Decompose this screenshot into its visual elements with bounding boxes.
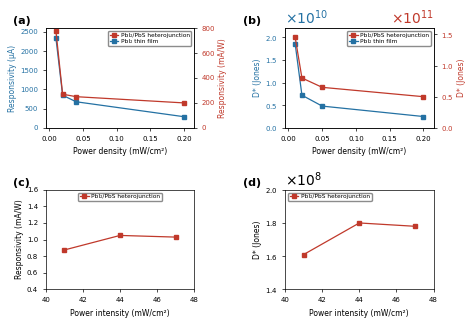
Y-axis label: D* (Jones): D* (Jones) (253, 59, 262, 97)
PbI₂/PbS heterojunction (117, 233, 123, 237)
PbI₂ thin film (420, 114, 426, 118)
Y-axis label: D* (Jones): D* (Jones) (456, 59, 465, 97)
PbI₂/PbS heterojunction (181, 101, 187, 105)
Line: PbI₂ thin film: PbI₂ thin film (293, 41, 426, 119)
PbI₂/PbS heterojunction (319, 85, 325, 89)
PbI₂ thin film (53, 36, 59, 40)
PbI₂/PbS heterojunction (60, 92, 65, 96)
Text: (c): (c) (13, 178, 30, 188)
Legend: PbI₂/PbS heterojunction: PbI₂/PbS heterojunction (78, 193, 162, 201)
PbI₂ thin film (60, 93, 65, 97)
PbI₂ thin film (319, 104, 325, 108)
Line: PbI₂ thin film: PbI₂ thin film (54, 35, 187, 119)
PbI₂ thin film (73, 100, 79, 104)
PbI₂/PbS heterojunction (412, 224, 418, 228)
Text: (b): (b) (244, 16, 262, 26)
PbI₂/PbS heterojunction (292, 36, 298, 39)
PbI₂/PbS heterojunction (53, 29, 59, 33)
Line: PbI₂/PbS heterojunction: PbI₂/PbS heterojunction (301, 220, 418, 257)
X-axis label: Power density (mW/cm²): Power density (mW/cm²) (312, 147, 406, 156)
Y-axis label: D* (Jones): D* (Jones) (253, 220, 262, 259)
PbI₂/PbS heterojunction (301, 253, 307, 257)
PbI₂ thin film (181, 115, 187, 119)
PbI₂/PbS heterojunction (420, 95, 426, 99)
X-axis label: Power intensity (mW/cm²): Power intensity (mW/cm²) (70, 309, 170, 318)
Line: PbI₂/PbS heterojunction: PbI₂/PbS heterojunction (293, 35, 426, 99)
Line: PbI₂/PbS heterojunction: PbI₂/PbS heterojunction (54, 28, 187, 105)
Text: (a): (a) (13, 16, 31, 26)
PbI₂/PbS heterojunction (62, 248, 67, 252)
PbI₂ thin film (299, 93, 305, 97)
Line: PbI₂/PbS heterojunction: PbI₂/PbS heterojunction (62, 233, 178, 252)
Y-axis label: Responsivity (mA/W): Responsivity (mA/W) (15, 200, 24, 279)
PbI₂/PbS heterojunction (73, 95, 79, 99)
Text: (d): (d) (244, 178, 262, 188)
Legend: PbI₂/PbS heterojunction, PbI₂ thin film: PbI₂/PbS heterojunction, PbI₂ thin film (347, 31, 431, 46)
Legend: PbI₂/PbS heterojunction, PbI₂ thin film: PbI₂/PbS heterojunction, PbI₂ thin film (108, 31, 191, 46)
PbI₂/PbS heterojunction (356, 221, 362, 225)
PbI₂/PbS heterojunction (173, 235, 179, 239)
Legend: PbI₂/PbS heterojunction: PbI₂/PbS heterojunction (288, 193, 372, 201)
X-axis label: Power intensity (mW/cm²): Power intensity (mW/cm²) (310, 309, 409, 318)
Y-axis label: Responsivity (μA): Responsivity (μA) (9, 44, 18, 111)
PbI₂ thin film (292, 42, 298, 46)
Y-axis label: Responsivity (mA/W): Responsivity (mA/W) (218, 38, 227, 118)
PbI₂/PbS heterojunction (299, 76, 305, 80)
X-axis label: Power density (mW/cm²): Power density (mW/cm²) (73, 147, 167, 156)
